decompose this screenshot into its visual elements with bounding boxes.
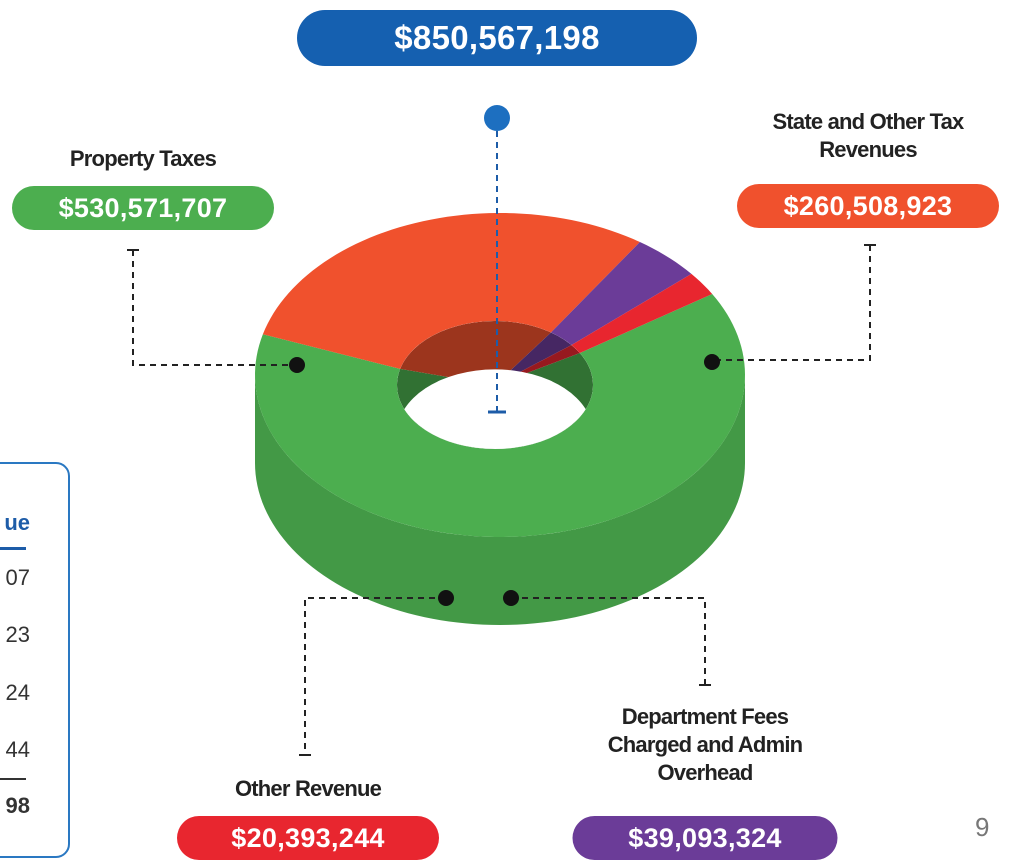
category-label: Department Fees Charged and Admin Overhe… (607, 704, 803, 785)
slice (262, 213, 640, 369)
slice-top (550, 242, 692, 346)
donut (255, 213, 745, 625)
dot (503, 590, 519, 606)
table-cell: 23 (5, 622, 30, 647)
category-label: State and Other Tax Revenues (772, 109, 965, 162)
table-total: 98 (5, 793, 30, 818)
value-pill: $530,571,707 (12, 186, 274, 230)
callout-dots (289, 354, 720, 606)
category-label: Other Revenue (234, 776, 382, 801)
table-cell: 07 (5, 565, 30, 590)
value-pill: $20,393,244 (177, 816, 439, 860)
dot (704, 354, 720, 370)
callout-line (132, 250, 297, 366)
table-frame (0, 462, 70, 858)
value-pill: $39,093,324 (572, 816, 838, 860)
slice-side (255, 375, 745, 625)
dot (438, 590, 454, 606)
donut-hole (397, 321, 593, 449)
total-pill: $850,567,198 (297, 10, 697, 66)
page-number: 9 (975, 812, 990, 842)
total-dot (484, 105, 510, 131)
category-label: Property Taxes (69, 146, 217, 171)
callout-ends (127, 244, 876, 756)
callouts (132, 120, 871, 755)
slice (255, 294, 745, 625)
slice-top (262, 213, 640, 369)
table-cell: 24 (5, 680, 30, 705)
value-pill: $260,508,923 (737, 184, 999, 228)
callout-line (304, 597, 446, 755)
table-header: ue (4, 510, 30, 535)
inner-wall (400, 321, 551, 385)
slice (571, 273, 713, 353)
slice-top (571, 273, 713, 353)
slice (550, 242, 692, 346)
dot (289, 357, 305, 373)
total-rule (0, 778, 26, 780)
header-rule (0, 547, 26, 550)
hole-floor (397, 369, 593, 449)
slice-top (255, 294, 745, 537)
callout-line (712, 245, 871, 361)
table-cell: 44 (5, 737, 30, 762)
